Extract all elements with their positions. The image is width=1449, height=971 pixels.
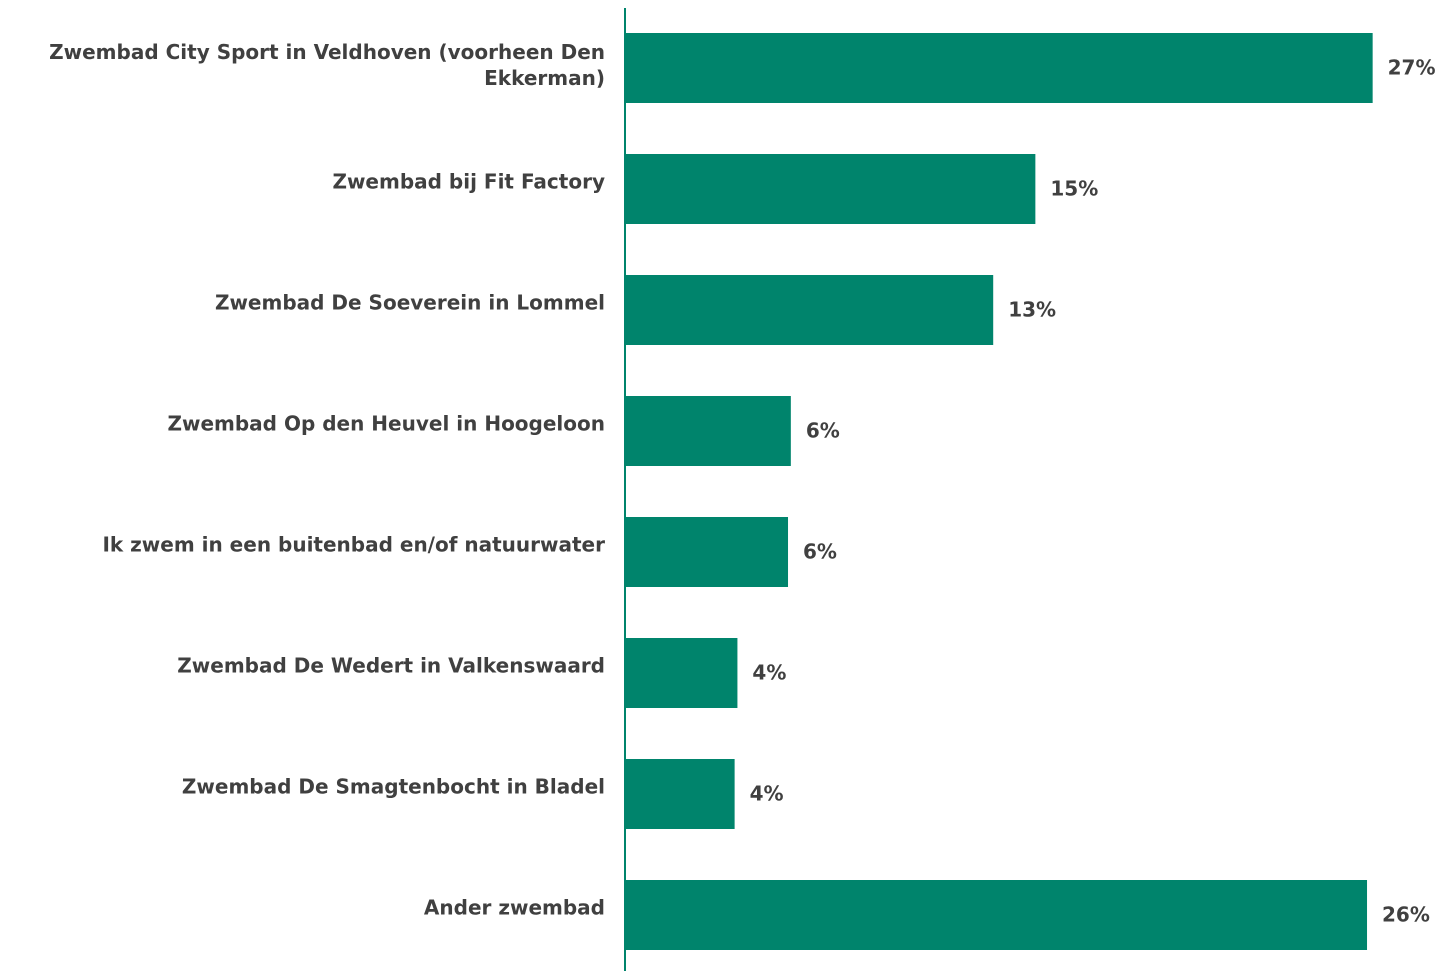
- y-tick-label: Zwembad Op den Heuvel in Hoogeloon: [167, 412, 605, 436]
- y-tick-label: Zwembad De Soeverein in Lommel: [215, 291, 605, 315]
- value-label: 4%: [752, 661, 786, 685]
- bar: [625, 275, 994, 345]
- y-tick-label: Ik zwem in een buitenbad en/of natuurwat…: [102, 533, 605, 557]
- value-label: 4%: [750, 782, 784, 806]
- bar: [625, 759, 735, 829]
- bar: [625, 33, 1373, 103]
- value-label: 26%: [1382, 903, 1430, 927]
- bar: [625, 880, 1368, 950]
- y-tick-label: Zwembad De Smagtenbocht in Bladel: [182, 775, 605, 799]
- bar: [625, 154, 1036, 224]
- bar: [625, 638, 738, 708]
- value-label: 15%: [1050, 177, 1098, 201]
- value-label: 6%: [803, 540, 837, 564]
- y-tick-label: Zwembad De Wedert in Valkenswaard: [177, 654, 605, 678]
- bar: [625, 396, 791, 466]
- value-label: 27%: [1388, 56, 1436, 80]
- y-tick-label: Ander zwembad: [424, 896, 605, 920]
- y-tick-label: Zwembad bij Fit Factory: [332, 170, 605, 194]
- bar: [625, 517, 789, 587]
- value-label: 13%: [1008, 298, 1056, 322]
- y-tick-label: Zwembad City Sport in Veldhoven (voorhee…: [49, 40, 605, 90]
- value-label: 6%: [806, 419, 840, 443]
